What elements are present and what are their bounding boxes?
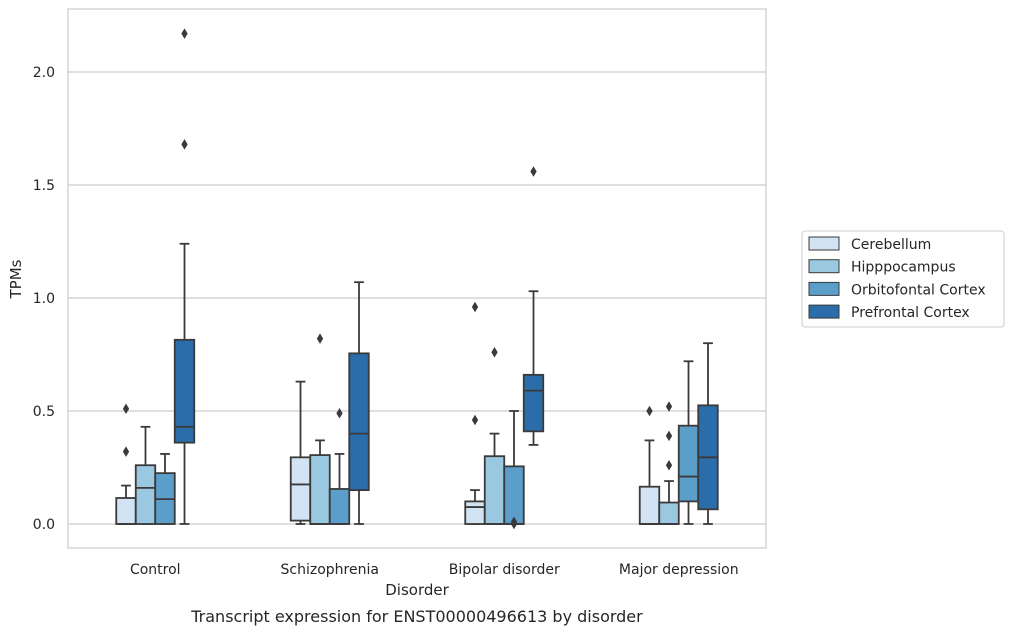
outlier-point <box>666 431 672 442</box>
x-tick-label: Bipolar disorder <box>449 562 560 578</box>
box-body <box>679 426 699 502</box>
box-body <box>640 487 660 524</box>
box-body <box>136 465 156 524</box>
y-axis-label: TPMs <box>7 259 25 299</box>
box-body <box>310 455 330 524</box>
box-prefrontal-cortex <box>698 343 718 524</box>
box-plot-chart: 0.0 0.5 1.0 1.5 2.0 Control Schizophrenia Bipo… <box>0 0 1014 634</box>
box-body <box>465 501 485 524</box>
box-body <box>291 457 311 520</box>
legend: Cerebellum Hipppocampus Orbitofontal Corte… <box>802 231 1004 327</box>
outlier-point <box>666 460 672 471</box>
box-cerebellum <box>465 302 485 524</box>
y-tick-labels: 0.0 0.5 1.0 1.5 2.0 <box>33 65 55 533</box>
box-orbitofontal-cortex <box>504 411 524 529</box>
outlier-point <box>530 166 536 177</box>
box-body <box>330 489 350 524</box>
box-hipppocampus <box>485 347 505 524</box>
legend-label: Prefrontal Cortex <box>851 305 970 321</box>
outlier-point <box>317 333 323 344</box>
figure-caption: Transcript expression for ENST0000049661… <box>190 607 643 626</box>
y-tick-label: 0.0 <box>33 517 55 533</box>
y-tick-label: 1.0 <box>33 291 55 307</box>
x-tick-label: Control <box>130 562 181 578</box>
x-tick-labels: Control Schizophrenia Bipolar disorder Majo… <box>130 562 739 578</box>
box-prefrontal-cortex <box>349 282 369 524</box>
box-prefrontal-cortex <box>175 28 195 524</box>
box-body <box>485 456 505 524</box>
legend-swatch <box>809 237 839 250</box>
box-orbitofontal-cortex <box>155 454 175 524</box>
outlier-point <box>181 28 187 39</box>
outlier-point <box>491 347 497 358</box>
outlier-point <box>646 406 652 417</box>
box-hipppocampus <box>136 427 156 524</box>
legend-swatch <box>809 282 839 295</box>
box-cerebellum <box>116 403 136 524</box>
box-body <box>524 375 544 432</box>
legend-label: Orbitofontal Cortex <box>851 282 986 298</box>
box-body <box>659 503 679 524</box>
box-body <box>504 466 524 524</box>
plot-area-frame <box>68 9 766 548</box>
box-orbitofontal-cortex <box>679 361 699 524</box>
grid-lines <box>68 72 766 524</box>
outlier-point <box>472 415 478 426</box>
box-hipppocampus <box>310 333 330 524</box>
y-tick-label: 2.0 <box>33 65 55 81</box>
box-cerebellum <box>291 382 311 524</box>
box-cerebellum <box>640 406 660 524</box>
x-tick-label: Major depression <box>619 562 739 578</box>
legend-swatch <box>809 260 839 273</box>
legend-label: Hipppocampus <box>851 260 956 276</box>
legend-swatch <box>809 305 839 318</box>
outlier-point <box>472 302 478 313</box>
outlier-point <box>336 408 342 419</box>
outlier-point <box>123 403 129 414</box>
box-hipppocampus <box>659 401 679 524</box>
x-axis-label: Disorder <box>385 581 449 599</box>
outlier-point <box>666 401 672 412</box>
box-layer <box>116 28 718 529</box>
box-orbitofontal-cortex <box>330 408 350 524</box>
box-prefrontal-cortex <box>524 166 544 445</box>
y-tick-label: 0.5 <box>33 404 55 420</box>
x-tick-label: Schizophrenia <box>281 562 379 578</box>
box-body <box>116 498 136 524</box>
legend-label: Cerebellum <box>851 237 931 253</box>
outlier-point <box>181 139 187 150</box>
box-body <box>349 353 369 490</box>
y-tick-label: 1.5 <box>33 178 55 194</box>
outlier-point <box>123 446 129 457</box>
